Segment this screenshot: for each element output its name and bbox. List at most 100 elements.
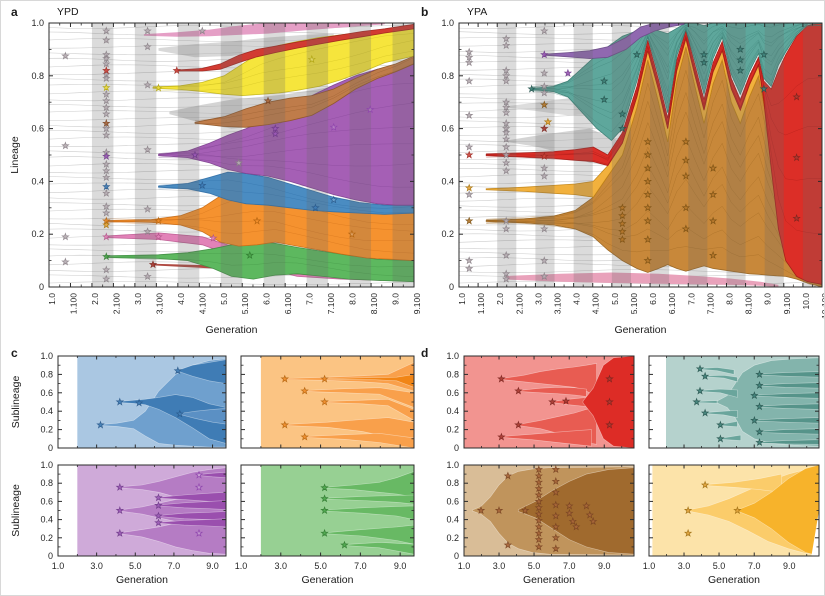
star-marker: [683, 506, 693, 515]
star-marker: [540, 124, 549, 133]
star-marker: [61, 257, 70, 266]
star-marker: [708, 250, 718, 259]
star-marker: [792, 213, 801, 222]
x-tick-label: 7.0: [305, 293, 315, 305]
star-marker: [102, 26, 111, 35]
star-marker: [194, 470, 204, 479]
star-marker: [198, 180, 207, 189]
lineage-bands: [501, 356, 634, 448]
star-marker: [540, 163, 549, 172]
star-marker: [534, 490, 543, 499]
lineage-band: [518, 467, 634, 555]
star-marker: [148, 260, 158, 269]
star-marker: [540, 88, 549, 97]
lineage-band: [304, 387, 414, 408]
y-tick-label: 0.4: [441, 176, 454, 186]
star-marker: [643, 176, 653, 186]
star-marker: [234, 158, 243, 167]
x-tick-label: 3.0: [133, 293, 143, 305]
x-axis: 1.0 3.0 5.0 7.0 9.0: [458, 465, 623, 571]
star-marker: [618, 219, 627, 228]
star-marker: [534, 542, 544, 551]
star-marker: [280, 374, 290, 383]
lineage-bands: [105, 23, 414, 283]
star-marker: [102, 232, 111, 241]
lineage-band: [284, 417, 414, 446]
lineage-band: [119, 394, 226, 444]
star-marker: [102, 265, 111, 274]
star-marker: [497, 432, 506, 441]
star-marker: [102, 73, 111, 83]
y-tick-label: 0.2: [446, 533, 459, 543]
y-tick-label: 1.0: [31, 18, 44, 28]
star-marker: [618, 211, 627, 220]
lineage-band: [324, 471, 414, 498]
x-tick-label: 8.100: [369, 293, 379, 315]
lineage-band: [543, 23, 685, 60]
lineage-band: [158, 33, 334, 58]
star-marker: [143, 204, 152, 213]
star-marker: [320, 494, 329, 503]
x-tick-label: 7.0: [168, 561, 181, 571]
star-marker: [534, 471, 543, 480]
lineage-band: [176, 23, 414, 72]
band-texture-line: [531, 23, 808, 114]
band-texture-line: [152, 33, 414, 88]
band-texture-line: [158, 153, 414, 167]
band-texture-line: [531, 23, 812, 91]
x-tick-label: 8.0: [724, 293, 734, 305]
star-markers: [476, 465, 598, 553]
panel-c-letter: c: [11, 346, 18, 360]
star-marker: [102, 83, 111, 92]
star-marker: [540, 151, 549, 160]
x-tick-label: 5.100: [629, 293, 639, 315]
y-tick-label: 1.0: [446, 460, 459, 470]
star-marker: [551, 522, 560, 531]
star-marker: [494, 506, 504, 515]
star-marker: [733, 506, 742, 515]
star-marker: [514, 420, 523, 429]
band-texture-line: [106, 210, 414, 232]
star-marker: [540, 224, 549, 233]
star-marker: [143, 26, 152, 35]
star-marker: [329, 195, 338, 204]
y-tick-label: 0.8: [441, 71, 454, 81]
x-tick-label: 9.0: [783, 561, 796, 571]
band-texture-line: [106, 257, 414, 278]
star-marker: [699, 58, 709, 67]
star-marker: [497, 374, 506, 383]
x-tick-label: 1.0: [457, 293, 467, 305]
x-tick-label: 6.0: [648, 293, 658, 305]
band-texture-line: [531, 23, 822, 91]
y-axis: 1.0 0.8 0.6 0.4 0.2 0: [441, 18, 822, 292]
x-axis-title: Generation: [206, 324, 258, 336]
x-tick-label: 4.100: [197, 293, 207, 315]
star-marker: [643, 203, 653, 212]
y-tick-label: 0: [48, 443, 53, 453]
star-marker: [759, 50, 769, 59]
star-marker: [502, 158, 511, 167]
star-marker: [540, 81, 549, 90]
band-texture-line: [158, 102, 414, 154]
band-texture-line: [486, 178, 821, 287]
lineage-band: [501, 429, 592, 447]
star-marker: [502, 274, 511, 283]
x-tick-label: 1.100: [68, 293, 78, 315]
star-marker: [755, 380, 764, 390]
x-tick-label: 10.0: [801, 293, 811, 310]
band-texture-line: [486, 34, 822, 235]
star-marker: [102, 252, 111, 261]
star-marker: [618, 109, 627, 118]
panel-d2-plot: [648, 355, 820, 449]
star-marker: [464, 190, 474, 199]
star-marker: [464, 183, 474, 192]
star-marker: [605, 397, 614, 406]
x-tick-label: 4.0: [176, 293, 186, 305]
y-axis: 1.0 0.8 0.6 0.4 0.2 0: [446, 351, 634, 453]
star-marker: [307, 54, 316, 64]
star-marker: [755, 402, 764, 411]
x-tick-label: 8.0: [348, 293, 358, 305]
star-marker: [565, 508, 574, 517]
x-axis: [463, 356, 623, 448]
